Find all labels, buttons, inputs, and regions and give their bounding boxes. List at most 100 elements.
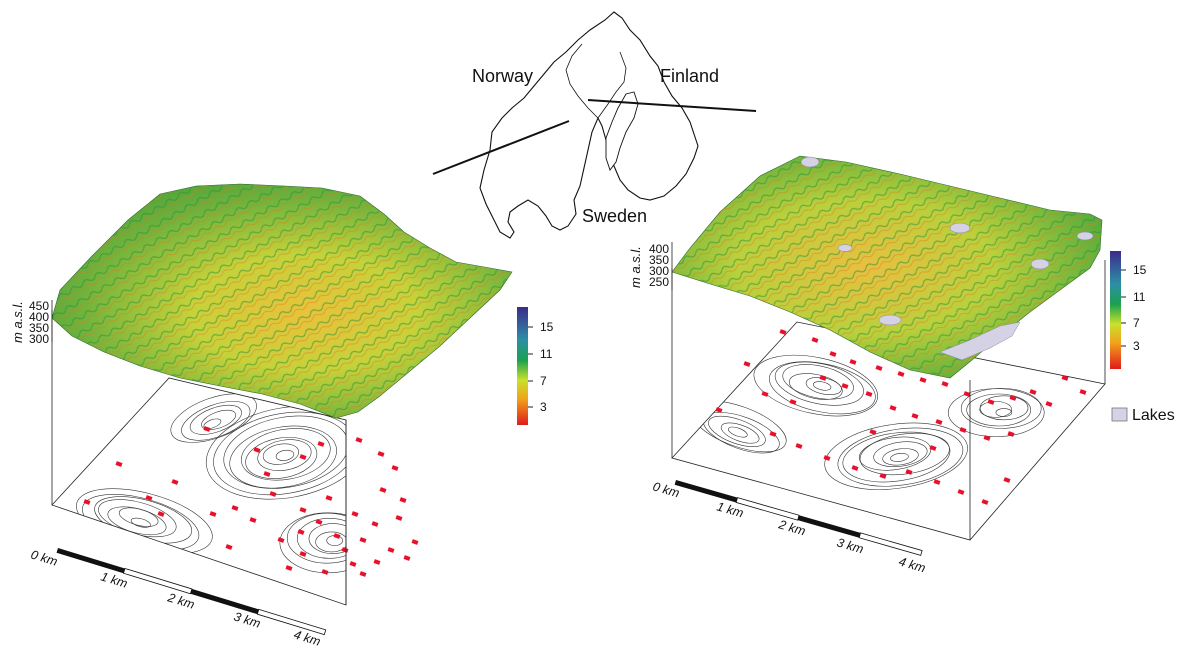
sample-plot-marker	[983, 435, 991, 441]
left-colorbar-ramp	[517, 307, 528, 425]
contour-line	[245, 437, 318, 479]
contour-line	[842, 431, 951, 483]
sample-plot-marker	[959, 427, 967, 433]
left-scale-bar: 0 km 1 km 2 km 3 km 4 km	[29, 547, 327, 647]
left-block-diagram: 450 400 350 300 m a.s.l. 15 11 7 3	[10, 183, 554, 647]
contour-line	[296, 518, 346, 559]
contour-line	[181, 401, 251, 441]
site-pointer-line-right	[587, 99, 757, 112]
sweden-norway-border	[565, 43, 599, 119]
sample-plot-marker	[875, 365, 883, 371]
site-pointer-line-left	[432, 120, 570, 175]
sample-plot-marker	[359, 537, 367, 543]
elevation-tick: 450	[29, 299, 49, 313]
sample-plot-marker	[1009, 395, 1017, 401]
sample-plot-marker	[981, 499, 989, 505]
colorbar-tick: 11	[540, 347, 553, 361]
elevation-tick: 350	[29, 321, 49, 335]
lakes-swatch	[1111, 407, 1128, 422]
right-elevation-axis: 400 350 300 250 m a.s.l.	[628, 242, 673, 290]
right-terrain-texture	[672, 156, 1102, 378]
contour-line	[262, 443, 300, 465]
sample-plot-marker	[379, 487, 387, 493]
colorbar-tick: 7	[540, 374, 547, 388]
sample-plot-marker	[819, 375, 827, 381]
contour-line	[882, 448, 919, 466]
colorbar-tick: 7	[1133, 316, 1140, 330]
sample-plot-marker	[399, 497, 407, 503]
contour-line	[170, 393, 257, 443]
sample-plot-marker	[795, 443, 803, 449]
contour-line	[979, 401, 1013, 418]
left-terrain-texture	[52, 184, 512, 418]
scale-label: 0 km	[29, 547, 59, 568]
sample-plot-marker	[203, 426, 211, 432]
right-terrain-lakes	[800, 156, 1094, 361]
contour-line	[890, 452, 909, 462]
lakes-legend: Lakes	[1111, 407, 1175, 424]
elevation-tick: 300	[29, 332, 49, 346]
sample-plot-marker	[225, 544, 233, 550]
sample-plot-marker	[403, 555, 411, 561]
sample-plot-marker	[359, 571, 367, 577]
sample-plot-marker	[919, 377, 927, 383]
scandinavia-outline	[479, 11, 699, 239]
contour-line	[728, 426, 748, 438]
contour-line	[205, 405, 346, 500]
contour-line	[979, 395, 1029, 421]
contour-line	[873, 441, 928, 467]
sample-plot-marker	[905, 469, 913, 475]
sample-plot-marker	[83, 499, 91, 505]
label-sweden: Sweden	[582, 206, 647, 226]
lakes-label: Lakes	[1132, 407, 1175, 424]
contour-line	[960, 388, 1042, 429]
colorbar-tick: 11	[1133, 290, 1146, 304]
left-colorbar: 15 11 7 3	[517, 307, 554, 425]
sample-plot-marker	[145, 495, 153, 501]
sample-plot-marker	[373, 559, 381, 565]
contour-line	[774, 361, 864, 406]
colorbar-tick: 15	[540, 320, 554, 334]
contour-line	[213, 411, 346, 496]
contour-line	[947, 388, 1045, 437]
contour-line	[286, 512, 346, 564]
sample-plot-marker	[1061, 375, 1069, 381]
contour-line	[708, 415, 766, 447]
sample-plot-marker	[841, 383, 849, 389]
sample-plot-marker	[333, 533, 341, 539]
contour-line	[308, 523, 346, 554]
sample-plot-marker	[779, 329, 787, 335]
sample-plot-marker	[879, 473, 887, 479]
contour-line	[203, 418, 222, 429]
right-elevation-label: m a.s.l.	[628, 246, 643, 288]
sample-plot-marker	[317, 441, 325, 447]
elevation-tick: 350	[649, 253, 669, 267]
sample-plot-marker	[829, 351, 837, 357]
scale-label: 3 km	[835, 535, 865, 556]
elevation-tick: 400	[29, 310, 49, 324]
sample-plot-marker	[249, 517, 257, 523]
sample-plot-marker	[387, 547, 395, 553]
scale-label: 4 km	[897, 554, 927, 575]
contour-line	[782, 364, 854, 400]
sample-plot-marker	[987, 399, 995, 405]
sample-plot-marker	[761, 391, 769, 397]
sample-plot-marker	[351, 511, 359, 517]
sample-plot-marker	[933, 479, 941, 485]
right-colorbar-ramp	[1110, 251, 1121, 369]
sample-plot-marker	[391, 465, 399, 471]
sample-plot-marker	[1045, 401, 1053, 407]
label-norway: Norway	[472, 66, 533, 86]
sample-plot-marker	[325, 495, 333, 501]
sample-plot-marker	[1007, 431, 1015, 437]
right-block-diagram: 400 350 300 250 m a.s.l. 15 11 7 3 Lakes	[628, 155, 1175, 575]
elevation-tick: 400	[649, 242, 669, 256]
left-elevation-label: m a.s.l.	[10, 301, 25, 343]
sample-plot-marker	[941, 381, 949, 387]
colorbar-tick: 15	[1133, 263, 1147, 277]
sample-plot-marker	[1079, 389, 1087, 395]
contour-line	[201, 409, 237, 430]
sample-plot-marker	[299, 551, 307, 557]
contour-line	[837, 427, 964, 487]
sample-plot-marker	[299, 454, 307, 460]
